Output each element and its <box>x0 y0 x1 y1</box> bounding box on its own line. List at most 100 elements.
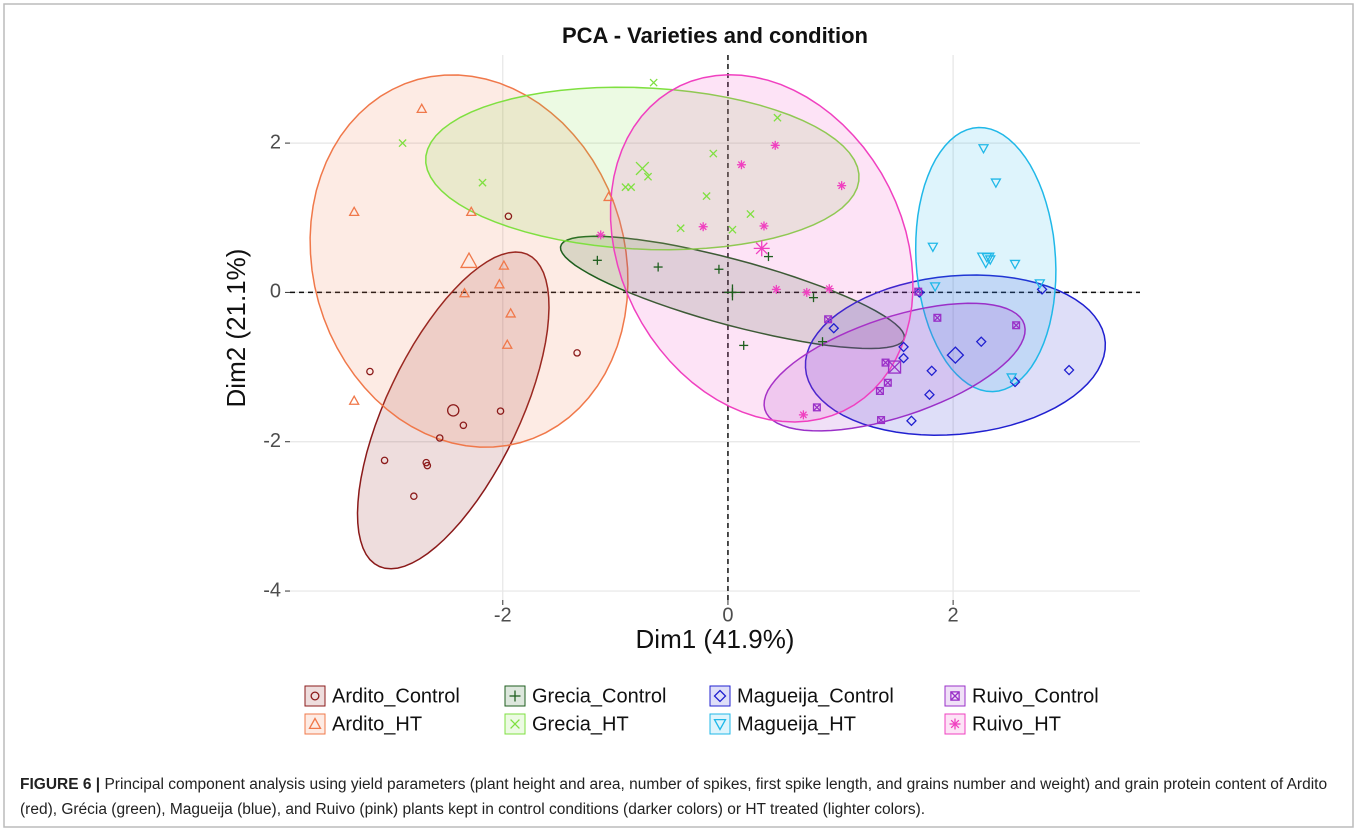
marker-part <box>573 349 581 357</box>
marker-part <box>1012 321 1020 330</box>
marker <box>1063 364 1075 376</box>
marker <box>809 293 819 303</box>
marker-part <box>887 360 902 374</box>
marker-part <box>812 403 821 412</box>
marker-part <box>699 223 707 231</box>
marker <box>875 386 884 395</box>
marker-part <box>950 691 960 701</box>
marker-part <box>898 341 909 353</box>
marker-part <box>824 315 833 324</box>
legend-label: Magueija_Control <box>737 685 894 707</box>
legend-label: Ardito_HT <box>332 713 422 735</box>
marker <box>493 278 506 289</box>
marker <box>887 360 902 374</box>
marker-part <box>824 315 832 324</box>
marker <box>709 149 718 158</box>
marker <box>714 264 724 274</box>
marker-part <box>465 205 477 217</box>
marker <box>446 404 460 417</box>
marker <box>1006 373 1018 384</box>
marker-part <box>1063 364 1075 376</box>
legend-key <box>304 713 326 735</box>
figure-frame <box>3 3 1354 828</box>
y-tick-label: -2 <box>263 430 281 452</box>
marker-part <box>728 225 737 234</box>
marker-part <box>446 404 460 417</box>
marker-part <box>977 144 990 155</box>
marker-part <box>501 338 513 349</box>
marker <box>990 178 1002 189</box>
marker-part <box>924 389 935 401</box>
marker-part <box>813 403 821 412</box>
legend-label: Magueija_HT <box>737 713 856 735</box>
x-tick-label: -2 <box>494 604 512 626</box>
caption: FIGURE 6 | Principal component analysis … <box>20 772 1340 822</box>
marker-part <box>746 209 755 219</box>
marker <box>773 113 782 122</box>
marker <box>929 282 941 293</box>
marker <box>653 262 663 272</box>
marker <box>736 160 746 170</box>
marker-part <box>459 251 479 269</box>
marker-part <box>310 691 320 701</box>
legend-label: Grecia_Control <box>532 685 667 707</box>
marker <box>818 337 828 347</box>
y-tick-label: 0 <box>270 281 281 303</box>
marker <box>459 251 479 269</box>
marker-part <box>975 336 987 348</box>
marker <box>498 259 510 270</box>
marker <box>459 421 468 430</box>
caption-text: Principal component analysis using yield… <box>20 776 1328 818</box>
marker <box>802 287 812 297</box>
marker-part <box>504 212 513 221</box>
marker-part <box>877 416 886 425</box>
marker <box>739 340 749 350</box>
marker <box>603 191 615 202</box>
marker <box>504 212 513 221</box>
marker <box>348 394 360 405</box>
marker-part <box>1012 321 1021 330</box>
marker <box>877 416 886 425</box>
marker-part <box>1006 373 1018 384</box>
marker <box>423 461 432 470</box>
marker <box>927 242 939 253</box>
legend-label: Ardito_Control <box>332 685 460 707</box>
x-tick-label: 0 <box>722 604 733 626</box>
confidence-ellipse <box>804 274 1107 436</box>
marker <box>596 230 606 240</box>
marker-part <box>946 346 965 365</box>
marker-part <box>990 178 1002 189</box>
marker <box>509 690 521 702</box>
legend-key <box>709 685 731 707</box>
marker-part <box>799 411 807 419</box>
marker <box>812 403 821 412</box>
marker-part <box>366 367 374 376</box>
marker-part <box>984 255 996 266</box>
legend-label: Ruivo_HT <box>972 713 1061 735</box>
marker <box>946 346 965 365</box>
marker-part <box>597 231 605 239</box>
confidence-ellipse <box>356 251 550 570</box>
marker <box>643 172 653 181</box>
marker-part <box>914 287 923 296</box>
marker <box>728 225 737 234</box>
marker-part <box>825 285 833 293</box>
marker-part <box>713 689 727 703</box>
marker-part <box>881 358 890 367</box>
marker <box>898 341 909 353</box>
legend-key <box>709 713 731 735</box>
marker <box>771 284 781 294</box>
marker-part <box>898 352 909 364</box>
marker <box>505 307 517 318</box>
marker-part <box>478 178 487 187</box>
marker <box>510 719 520 729</box>
marker-part <box>737 161 746 169</box>
marker <box>458 287 471 298</box>
marker-part <box>803 288 811 297</box>
marker <box>926 365 938 377</box>
marker <box>828 322 840 334</box>
marker <box>627 183 636 192</box>
marker-part <box>927 242 939 253</box>
marker <box>898 352 909 364</box>
marker <box>410 492 418 501</box>
